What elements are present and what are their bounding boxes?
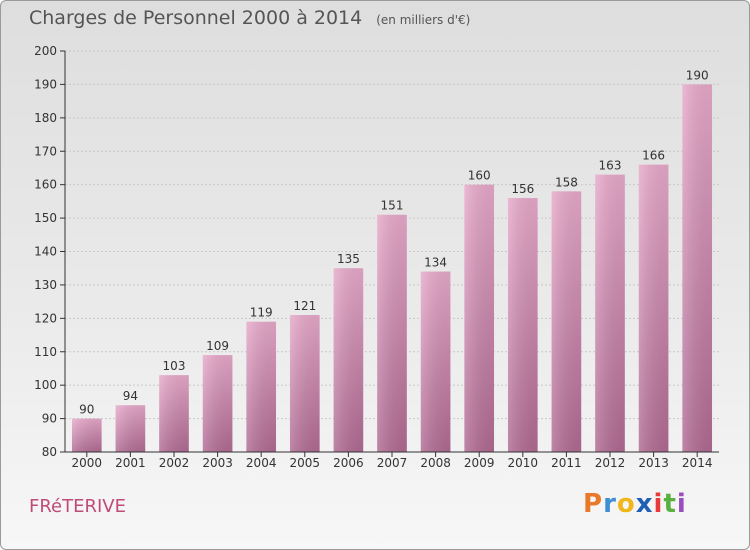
logo-letter: i bbox=[653, 489, 664, 519]
y-tick-label: 190 bbox=[34, 77, 57, 91]
logo-letter: i bbox=[676, 489, 687, 519]
bar-shade bbox=[377, 214, 407, 452]
x-tick-label: 2007 bbox=[377, 456, 408, 470]
data-label: 160 bbox=[468, 169, 491, 183]
bar-shade bbox=[246, 321, 277, 452]
bar-shade bbox=[115, 405, 146, 452]
x-tick-label: 2013 bbox=[638, 456, 669, 470]
bar-shade bbox=[202, 355, 233, 452]
x-tick-label: 2005 bbox=[290, 456, 321, 470]
y-tick-label: 160 bbox=[34, 178, 57, 192]
title-text: Charges de Personnel 2000 à 2014 bbox=[29, 7, 363, 29]
data-label: 134 bbox=[424, 256, 447, 270]
y-tick-label: 90 bbox=[42, 412, 57, 426]
bar-shade bbox=[464, 184, 495, 452]
bar-shade bbox=[420, 271, 451, 452]
commune-name: FRéTERIVE bbox=[29, 496, 126, 517]
data-label: 158 bbox=[555, 175, 578, 189]
data-label: 156 bbox=[511, 182, 534, 196]
logo-letter: P bbox=[583, 489, 604, 519]
logo-letter: r bbox=[603, 489, 617, 519]
x-tick-label: 2004 bbox=[246, 456, 277, 470]
data-label: 109 bbox=[206, 339, 229, 353]
y-tick-label: 200 bbox=[34, 44, 57, 58]
data-label: 190 bbox=[686, 68, 709, 82]
x-tick-label: 2010 bbox=[508, 456, 539, 470]
data-label: 119 bbox=[250, 306, 273, 320]
x-tick-label: 2002 bbox=[159, 456, 190, 470]
y-tick-label: 180 bbox=[34, 111, 57, 125]
data-label: 94 bbox=[123, 389, 138, 403]
bar-shade bbox=[638, 164, 669, 452]
bar-shade bbox=[551, 191, 582, 452]
logo-letter: t bbox=[663, 489, 677, 519]
data-label: 121 bbox=[293, 299, 316, 313]
y-tick-label: 100 bbox=[34, 378, 57, 392]
proxiti-logo: Proxiti bbox=[583, 489, 687, 519]
bar-shade bbox=[507, 198, 538, 452]
x-tick-label: 2001 bbox=[115, 456, 146, 470]
chart-title: Charges de Personnel 2000 à 2014 (en mill… bbox=[29, 7, 470, 29]
bar-shade bbox=[289, 314, 320, 452]
x-tick-label: 2012 bbox=[595, 456, 626, 470]
bar-shade bbox=[333, 268, 364, 452]
x-tick-label: 2011 bbox=[551, 456, 582, 470]
x-tick-label: 2000 bbox=[72, 456, 103, 470]
chart-subtitle: (en milliers d'€) bbox=[376, 13, 471, 27]
data-label: 151 bbox=[381, 199, 404, 213]
y-tick-label: 130 bbox=[34, 278, 57, 292]
x-tick-label: 2008 bbox=[420, 456, 451, 470]
y-tick-label: 80 bbox=[42, 445, 57, 459]
bar-shade bbox=[159, 375, 189, 452]
y-tick-label: 110 bbox=[34, 345, 57, 359]
data-label: 166 bbox=[642, 149, 665, 163]
bar-shade bbox=[71, 418, 102, 452]
bar-shade bbox=[682, 84, 713, 453]
bar-shade bbox=[595, 174, 625, 452]
x-tick-label: 2014 bbox=[682, 456, 713, 470]
data-label: 135 bbox=[337, 252, 360, 266]
y-tick-label: 120 bbox=[34, 311, 57, 325]
x-tick-label: 2006 bbox=[333, 456, 364, 470]
data-label: 103 bbox=[163, 359, 186, 373]
y-tick-label: 140 bbox=[34, 245, 57, 259]
logo-letter: o bbox=[616, 489, 636, 519]
x-tick-label: 2009 bbox=[464, 456, 495, 470]
data-label: 163 bbox=[599, 159, 622, 173]
y-tick-label: 170 bbox=[34, 144, 57, 158]
data-label: 90 bbox=[79, 403, 94, 417]
logo-letter: x bbox=[635, 489, 654, 519]
y-tick-label: 150 bbox=[34, 211, 57, 225]
x-tick-label: 2003 bbox=[202, 456, 233, 470]
